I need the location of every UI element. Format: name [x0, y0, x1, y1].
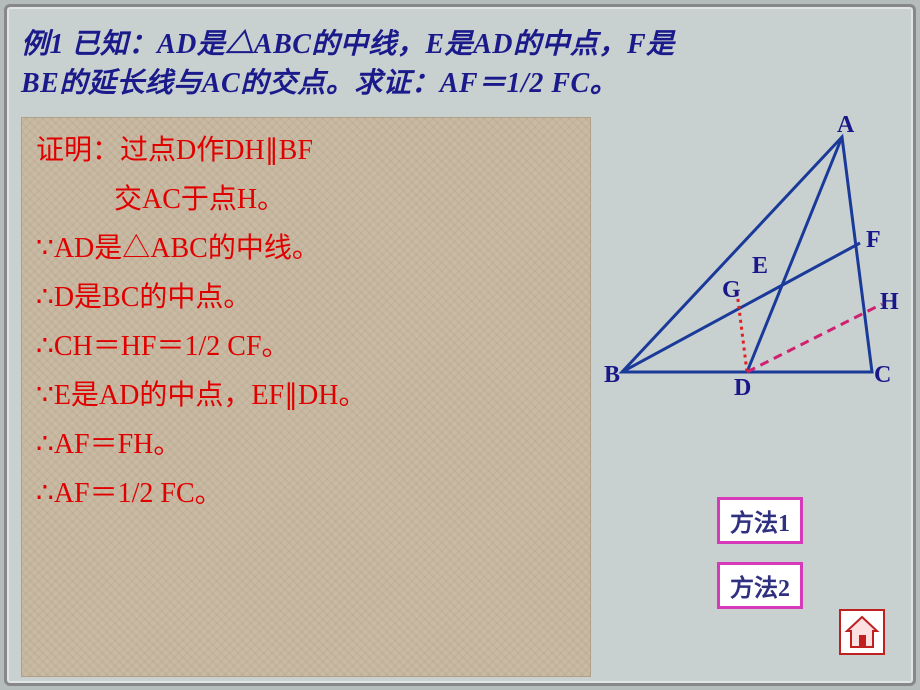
slide-content: 例1 已知：AD是△ABC的中线，E是AD的中点，F是 BE的延长线与AC的交点…: [17, 17, 903, 673]
point-b-label: B: [604, 362, 620, 389]
proof-line-2: ∵AD是△ABC的中线。: [36, 224, 576, 273]
home-button[interactable]: [839, 609, 885, 655]
point-e-label: E: [752, 253, 768, 280]
proof-line-1: 交AC于点H。: [36, 175, 576, 224]
title-line-2: BE的延长线与AC的交点。求证：AF＝1/2 FC。: [21, 64, 899, 103]
point-a-label: A: [837, 112, 854, 139]
line-dh: [747, 304, 882, 372]
proof-line-5: ∵E是AD的中点，EF∥DH。: [36, 371, 576, 420]
proof-line-4: ∴CH＝HF＝1/2 CF。: [36, 322, 576, 371]
proof-line-0: 证明：过点D作DH∥BF: [36, 126, 576, 175]
proof-line-7: ∴AF＝1/2 FC。: [36, 469, 576, 518]
point-f-label: F: [866, 227, 881, 254]
proof-line-6: ∴AF＝FH。: [36, 420, 576, 469]
home-icon: [841, 611, 883, 653]
point-d-label: D: [734, 375, 751, 402]
point-h-label: H: [880, 289, 899, 316]
method-2-button[interactable]: 方法2: [717, 562, 803, 609]
point-c-label: C: [874, 362, 891, 389]
method-buttons: 方法1 方法2: [717, 497, 803, 627]
point-g-label: G: [722, 277, 741, 304]
triangle-abc: [622, 137, 872, 372]
problem-statement: 例1 已知：AD是△ABC的中线，E是AD的中点，F是 BE的延长线与AC的交点…: [17, 17, 903, 107]
method-1-button[interactable]: 方法1: [717, 497, 803, 544]
title-line-1: 例1 已知：AD是△ABC的中线，E是AD的中点，F是: [21, 25, 899, 64]
proof-line-3: ∴D是BC的中点。: [36, 273, 576, 322]
geometry-diagram: A B C D E F G H: [602, 117, 907, 417]
line-bf: [622, 243, 860, 372]
slide-frame: 例1 已知：AD是△ABC的中线，E是AD的中点，F是 BE的延长线与AC的交点…: [4, 4, 916, 686]
proof-box: 证明：过点D作DH∥BF 交AC于点H。 ∵AD是△ABC的中线。 ∴D是BC的…: [21, 117, 591, 677]
